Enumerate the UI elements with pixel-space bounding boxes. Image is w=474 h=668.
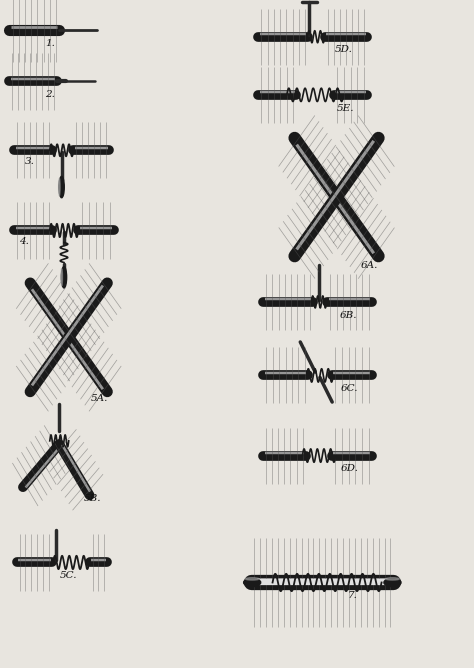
Ellipse shape bbox=[386, 578, 399, 580]
Ellipse shape bbox=[59, 178, 60, 196]
Text: 7.: 7. bbox=[348, 591, 358, 600]
Text: 5A.: 5A. bbox=[91, 394, 108, 403]
Text: 6A.: 6A. bbox=[361, 261, 378, 269]
Text: 4.: 4. bbox=[19, 237, 28, 246]
Ellipse shape bbox=[246, 578, 259, 580]
Text: 6C.: 6C. bbox=[341, 384, 358, 393]
Text: 1.: 1. bbox=[45, 39, 55, 47]
Ellipse shape bbox=[244, 578, 261, 587]
Text: 3.: 3. bbox=[25, 157, 34, 166]
Text: 5B.: 5B. bbox=[84, 494, 101, 503]
Text: 2.: 2. bbox=[45, 90, 55, 99]
Text: 6D.: 6D. bbox=[341, 464, 359, 473]
Ellipse shape bbox=[59, 176, 64, 198]
Text: 5C.: 5C. bbox=[60, 571, 77, 580]
Text: 5D.: 5D. bbox=[335, 45, 353, 54]
Ellipse shape bbox=[384, 578, 401, 587]
Ellipse shape bbox=[61, 267, 67, 288]
Text: 5E.: 5E. bbox=[337, 104, 354, 112]
Ellipse shape bbox=[61, 269, 63, 286]
Text: 6B.: 6B. bbox=[340, 311, 357, 319]
